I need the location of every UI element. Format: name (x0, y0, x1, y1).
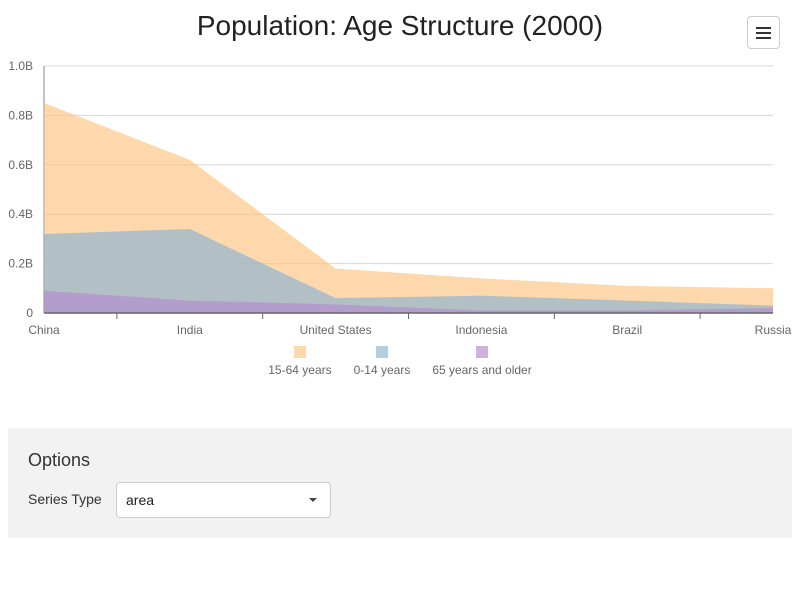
x-tick-label: Brazil (612, 323, 642, 337)
y-tick-label: 0 (26, 306, 33, 320)
area-chart: 0 0.2B 0.4B 0.6B 0.8B 1.0B China India United St… (8, 59, 792, 337)
chart-legend: 15-64 years 0-14 years 65 years and older (0, 346, 800, 377)
x-tick-label: Russia (755, 323, 792, 337)
legend-label: 65 years and older (432, 363, 532, 377)
y-tick-label: 0.6B (8, 158, 33, 172)
series-type-value: area (126, 492, 155, 508)
y-tick-label: 0.2B (8, 257, 33, 271)
x-tick-label: China (28, 323, 60, 337)
series-type-label: Series Type (28, 491, 102, 507)
y-tick-label: 0.8B (8, 108, 33, 122)
hamburger-menu-icon (756, 26, 771, 29)
hamburger-menu-icon-bar (756, 31, 771, 34)
legend-item[interactable]: 65 years and older (432, 346, 532, 377)
chart-menu-button[interactable] (747, 16, 780, 49)
hamburger-menu-icon-bar (756, 36, 771, 39)
options-title: Options (28, 450, 91, 470)
legend-item[interactable]: 15-64 years (268, 346, 332, 377)
x-tick-label: Indonesia (455, 323, 507, 337)
chart-title: Population: Age Structure (2000) (196, 10, 604, 41)
legend-item[interactable]: 0-14 years (353, 346, 411, 377)
y-tick-label: 1.0B (8, 59, 33, 73)
area-series-1 (44, 229, 773, 313)
x-tick-label: India (177, 323, 203, 337)
legend-swatch (375, 346, 388, 358)
area-series-2 (44, 290, 773, 313)
legend-swatch (476, 346, 489, 358)
x-tick-label: United States (300, 323, 372, 337)
caret-down-icon (309, 498, 317, 502)
legend-swatch (293, 346, 306, 358)
y-tick-label: 0.4B (8, 207, 33, 221)
options-panel: Options Series Type area (8, 428, 792, 538)
legend-label: 15-64 years (268, 363, 332, 377)
legend-label: 0-14 years (353, 363, 411, 377)
series-type-select[interactable]: area (116, 482, 331, 518)
